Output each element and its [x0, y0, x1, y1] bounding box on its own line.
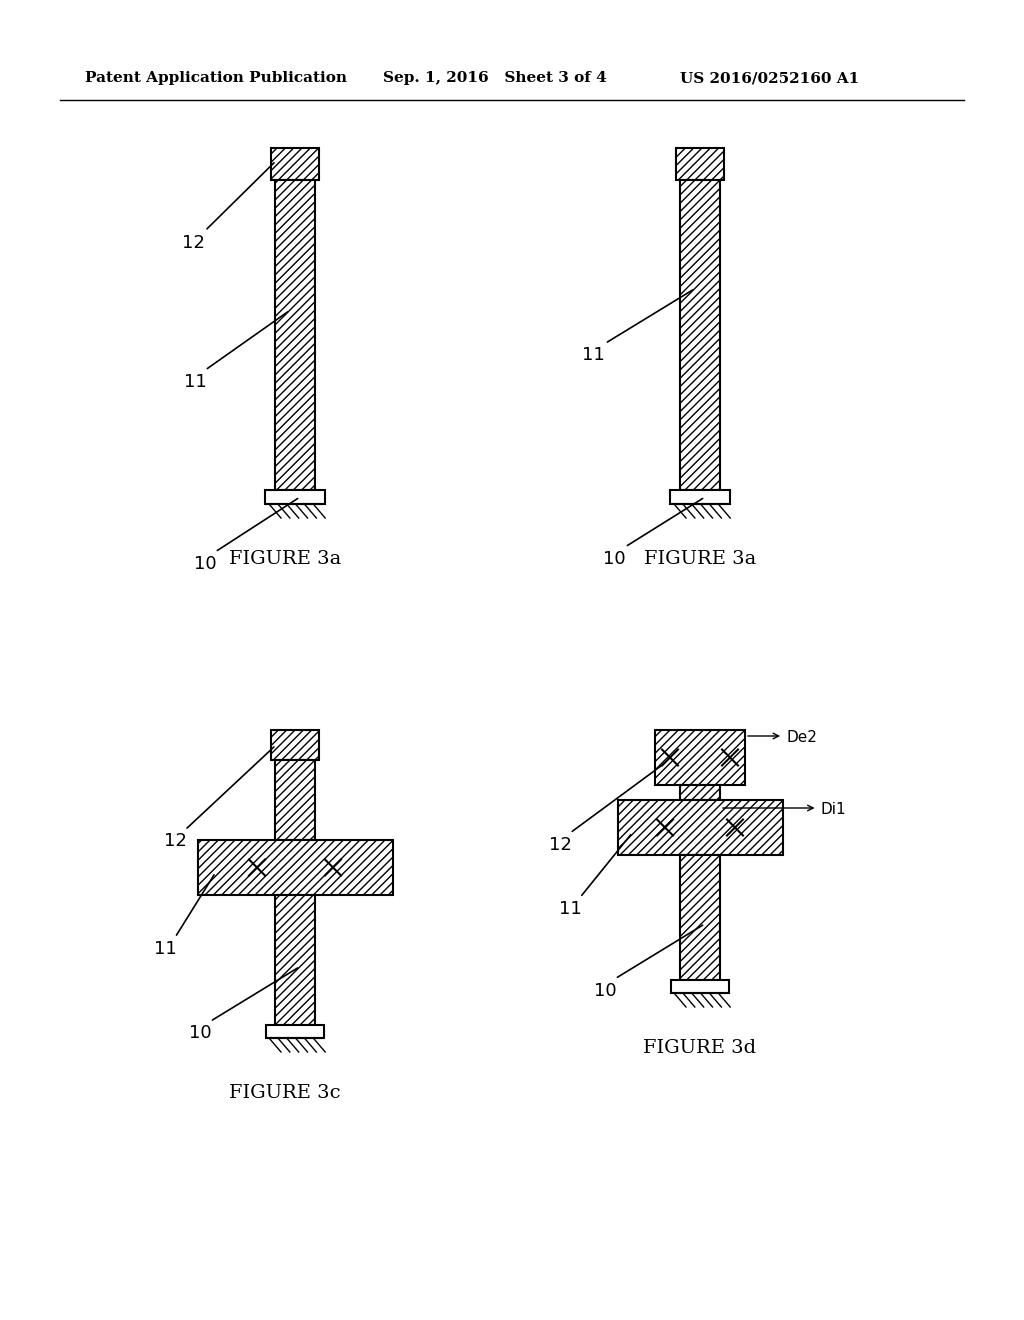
Bar [655, 730, 745, 785]
Text: 11: 11 [154, 940, 176, 958]
Text: 10: 10 [594, 982, 616, 999]
Bar [275, 180, 315, 490]
Text: US 2016/0252160 A1: US 2016/0252160 A1 [680, 71, 859, 84]
Bar [676, 148, 724, 180]
Text: FIGURE 3c: FIGURE 3c [229, 1084, 341, 1102]
Text: 12: 12 [164, 832, 186, 850]
Text: De2: De2 [787, 730, 818, 746]
Text: FIGURE 3a: FIGURE 3a [229, 550, 341, 568]
Bar [680, 855, 720, 979]
Text: 11: 11 [183, 374, 207, 391]
Bar [266, 1026, 324, 1038]
Bar [671, 979, 729, 993]
Bar [275, 895, 315, 1026]
Bar [265, 490, 325, 504]
Text: FIGURE 3d: FIGURE 3d [643, 1039, 757, 1057]
Text: 11: 11 [582, 346, 604, 363]
Bar [275, 760, 315, 840]
Text: 10: 10 [194, 554, 216, 573]
Text: 12: 12 [181, 234, 205, 252]
Bar [617, 800, 782, 855]
Bar [271, 730, 319, 760]
Text: Sep. 1, 2016   Sheet 3 of 4: Sep. 1, 2016 Sheet 3 of 4 [383, 71, 607, 84]
Bar [198, 840, 392, 895]
Bar [680, 785, 720, 800]
Bar [670, 490, 730, 504]
Text: 10: 10 [188, 1024, 211, 1043]
Text: 11: 11 [559, 900, 582, 919]
Text: Patent Application Publication: Patent Application Publication [85, 71, 347, 84]
Text: Di1: Di1 [820, 803, 846, 817]
Text: 10: 10 [603, 550, 626, 568]
Text: FIGURE 3a: FIGURE 3a [644, 550, 756, 568]
Bar [271, 148, 319, 180]
Bar [680, 180, 720, 490]
Text: 12: 12 [549, 836, 571, 854]
